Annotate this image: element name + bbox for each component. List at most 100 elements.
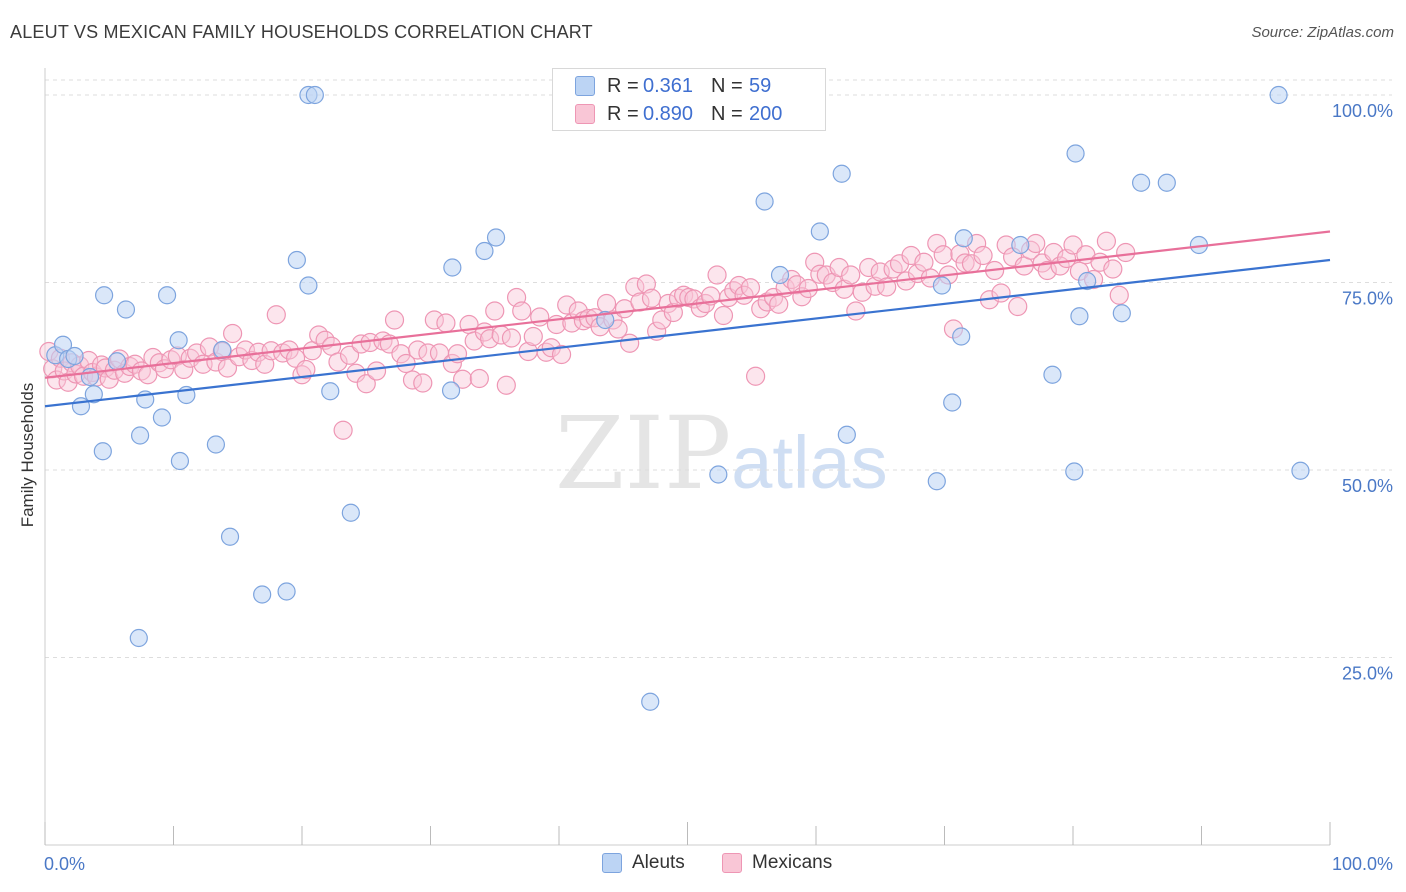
watermark-atlas: atlas: [731, 421, 888, 504]
mexicans-point: [927, 233, 947, 254]
mexicans-point: [530, 307, 550, 327]
mexicans-point: [384, 310, 405, 330]
aleuts-point: [341, 503, 360, 522]
mexicans-point: [266, 305, 286, 325]
aleuts-point: [954, 229, 973, 248]
mexicans-point: [746, 366, 766, 386]
mexicans-point: [883, 259, 903, 279]
aleuts-point: [277, 582, 296, 601]
y-tick-labels: 25.0% 50.0% 75.0% 100.0%: [1332, 101, 1393, 684]
mexicans-point: [551, 344, 572, 365]
mexicans-point: [174, 359, 194, 380]
aleuts-legend-swatch: [602, 853, 622, 873]
mexicans-point: [652, 310, 672, 330]
mexicans-point: [453, 369, 473, 389]
mexicans-point: [829, 257, 849, 278]
aleuts-swatch: [575, 76, 595, 96]
aleuts-trend-line: [44, 258, 1331, 408]
y-tick-label-75: 75.0%: [1342, 289, 1393, 309]
chart-title: ALEUT VS MEXICAN FAMILY HOUSEHOLDS CORRE…: [10, 22, 593, 42]
r-label: R =: [607, 74, 639, 97]
mexicans-point: [346, 363, 366, 383]
mexicans-point: [641, 288, 662, 308]
mexicans-point: [292, 365, 312, 385]
mexicans-point: [512, 301, 532, 321]
aleuts-point: [170, 451, 190, 471]
mexicans-point: [296, 359, 316, 380]
aleuts-point: [130, 426, 150, 445]
mexicans-point: [663, 302, 683, 323]
aleuts-point: [443, 258, 462, 277]
aleuts-point: [287, 250, 306, 270]
mexicans-point: [217, 358, 238, 378]
mexicans-point: [625, 277, 645, 297]
mexicans-point: [1096, 231, 1117, 251]
mexicans-point: [859, 257, 879, 278]
mexicans-point: [608, 319, 628, 339]
mexicans-point: [501, 328, 522, 348]
stats-legend: R = 0.361 N = 59 R = 0.890 N = 200: [552, 68, 826, 131]
mexicans-legend-label: Mexicans: [752, 852, 833, 873]
aleuts-point: [486, 228, 506, 247]
mexicans-point: [798, 278, 818, 299]
aleuts-point: [1070, 307, 1089, 326]
aleuts-points: [46, 85, 1310, 711]
axes: [44, 68, 1331, 846]
mexicans-point: [1109, 285, 1129, 305]
mexicans-point: [740, 278, 761, 298]
mexicans-point: [668, 288, 689, 308]
mexicans-point: [769, 294, 789, 314]
mexicans-point: [424, 310, 444, 330]
mexicans-point: [1026, 233, 1046, 254]
mexicans-point: [523, 326, 543, 347]
aleuts-point: [93, 442, 112, 461]
n-value: 200: [749, 102, 783, 125]
mexicans-point: [366, 361, 387, 381]
aleuts-point: [1011, 235, 1030, 255]
aleuts-point: [1291, 461, 1310, 480]
aleuts-point: [71, 397, 91, 416]
mexicans-point: [991, 283, 1011, 303]
aleuts-point: [129, 628, 148, 648]
aleuts-point: [441, 381, 461, 400]
aleuts-point: [1132, 173, 1151, 192]
mexicans-point: [787, 275, 807, 295]
mexicans-trend-line: [44, 230, 1331, 379]
mexicans-point: [805, 252, 825, 272]
mexicans-point: [933, 245, 953, 265]
aleuts-point: [927, 472, 946, 491]
mexicans-point: [356, 374, 376, 394]
aleuts-point: [810, 222, 829, 241]
aleuts-point: [943, 393, 962, 412]
aleuts-point: [755, 192, 774, 211]
aleuts-legend-label: Aleuts: [632, 852, 685, 873]
x-tick-label-100: 100.0%: [1332, 854, 1393, 874]
aleuts-point: [321, 382, 340, 401]
y-tick-label-50: 50.0%: [1342, 476, 1393, 496]
aleuts-point: [709, 465, 728, 484]
aleuts-point: [95, 286, 114, 305]
mexicans-point: [1103, 259, 1123, 279]
mexicans-point: [436, 313, 456, 333]
aleuts-point: [169, 331, 188, 350]
mexicans-point: [469, 368, 489, 389]
n-value: 59: [749, 74, 772, 97]
legend-row-aleuts: R = 0.361 N = 59: [575, 72, 817, 100]
mexicans-swatch: [575, 104, 595, 124]
mexicans-point: [596, 293, 617, 314]
aleuts-point: [253, 585, 272, 604]
aleuts-point: [299, 276, 318, 295]
mexicans-point: [1063, 235, 1083, 255]
mexicans-point: [636, 274, 656, 294]
aleuts-point: [107, 352, 127, 371]
aleuts-point: [152, 408, 172, 427]
y-tick-label-25: 25.0%: [1342, 664, 1393, 684]
mexicans-point: [223, 323, 243, 344]
zipatlas-watermark: ZIPatlas: [555, 395, 888, 512]
mexicans-point: [557, 295, 577, 315]
source-credit: Source: ZipAtlas.com: [1251, 24, 1394, 41]
mexicans-point: [707, 265, 727, 285]
aleuts-point: [770, 265, 790, 285]
aleuts-point: [206, 435, 226, 454]
